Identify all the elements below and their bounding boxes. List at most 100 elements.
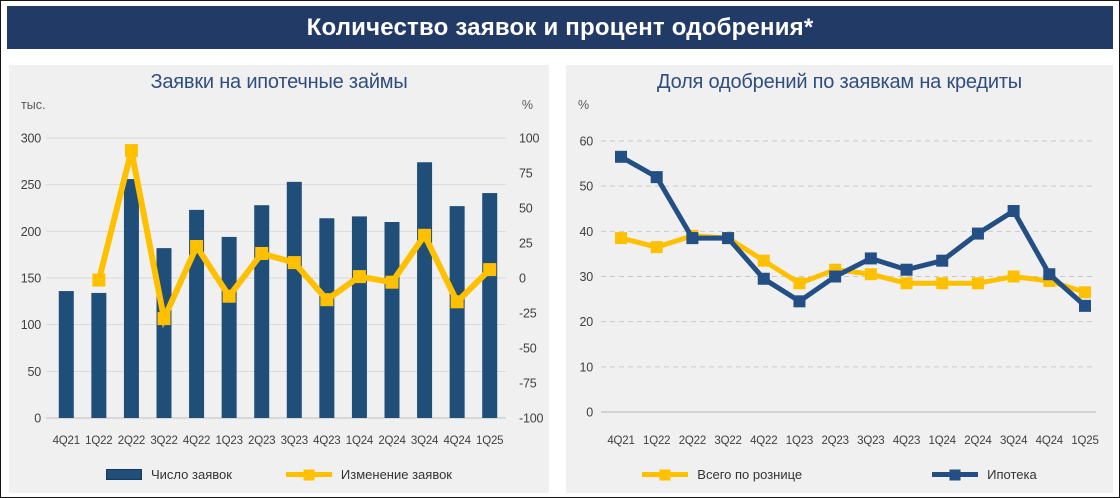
right-axis-unit-label: % (521, 98, 533, 112)
x-axis-label: 3Q23 (281, 435, 308, 447)
series-marker (971, 227, 984, 240)
change-marker (157, 312, 171, 326)
x-axis-label: 4Q21 (53, 435, 80, 447)
series-marker (722, 232, 735, 245)
legend-item-applications-change: Изменение заявок (285, 467, 452, 482)
series-marker (864, 252, 877, 265)
x-axis-label: 3Q24 (1000, 435, 1028, 447)
y-axis-tick-label: 20 (579, 315, 593, 329)
series-marker (829, 270, 842, 283)
right-axis-tick-labels: -100 -75 -50 -25 0 25 50 75 100 (519, 132, 544, 426)
x-axis-label: 2Q24 (964, 435, 992, 447)
legend-item-applications-count: Число заявок (106, 467, 232, 482)
series-marker (650, 171, 663, 184)
x-axis-labels: 4Q21 1Q22 2Q22 3Q22 4Q22 1Q23 2Q23 3Q23 4Q23 1Q24… (53, 435, 504, 447)
change-marker (124, 144, 138, 158)
series-marker (615, 150, 627, 163)
x-axis-label: 4Q23 (893, 435, 920, 447)
x-axis-label: 2Q24 (378, 435, 406, 447)
left-axis-tick-label: 300 (21, 132, 42, 146)
change-marker (418, 228, 432, 242)
bar (58, 291, 74, 418)
left-axis-tick-labels: 0 50 100 150 200 250 300 (21, 132, 42, 426)
legend-label-retail-total: Всего по рознице (697, 467, 803, 482)
approval-share-chart-panel: Доля одобрений по заявкам на кредиты % 0… (566, 65, 1113, 493)
x-axis-label: 1Q22 (85, 435, 112, 447)
left-axis-tick-label: 100 (21, 318, 42, 332)
line-path (620, 233, 1086, 295)
series-marker (686, 232, 699, 245)
bar (449, 206, 465, 418)
right-axis-tick-label: 25 (519, 237, 533, 251)
right-chart-canvas: 0 10 20 30 40 50 60 4Q21 1Q22 2Q22 3Q22 4Q22 1Q23 2Q2… (579, 135, 1099, 448)
series-marker (971, 277, 984, 290)
left-axis-unit-label: тыс. (21, 98, 46, 112)
series-marker (936, 277, 949, 290)
x-axis-label: 1Q24 (929, 435, 957, 447)
left-chart-legend: Число заявок Изменение заявок (9, 467, 549, 482)
bar-swatch-icon (106, 469, 142, 480)
y-axis-tick-label: 0 (586, 406, 593, 420)
y-axis-tick-label: 40 (579, 225, 593, 239)
left-chart-canvas: 0 50 100 150 200 250 300 -100 -75 -50 -25 0 25 50 75 10… (21, 132, 544, 448)
right-axis-tick-label: 75 (519, 167, 533, 181)
bar (91, 292, 107, 418)
left-chart-gridlines (46, 137, 506, 419)
right-axis-tick-label: 100 (519, 132, 540, 146)
left-axis-tick-label: 0 (34, 412, 41, 426)
right-axis-tick-label: 50 (519, 202, 533, 216)
mortgage-line (615, 150, 1091, 312)
legend-label-applications-count: Число заявок (151, 467, 232, 482)
applications-change-line (92, 144, 497, 329)
left-axis-tick-label: 250 (21, 178, 42, 192)
left-axis-tick-label: 50 (27, 365, 41, 379)
change-marker (92, 273, 106, 287)
series-marker (900, 263, 913, 276)
x-axis-label: 1Q25 (476, 435, 503, 447)
series-marker (793, 295, 806, 308)
series-marker (1007, 270, 1020, 283)
change-marker (255, 247, 269, 260)
left-axis-tick-label: 150 (21, 272, 42, 286)
y-axis-tick-label: 10 (579, 360, 593, 374)
series-marker (1043, 268, 1056, 281)
series-marker (757, 254, 770, 267)
x-axis-label: 2Q22 (118, 435, 145, 447)
right-axis-tick-label: -25 (519, 307, 537, 321)
navy-line-swatch-icon (932, 472, 979, 477)
right-chart-title: Доля одобрений по заявкам на кредиты (657, 71, 1022, 93)
legend-label-applications-change: Изменение заявок (340, 467, 452, 482)
x-axis-labels: 4Q21 1Q22 2Q22 3Q22 4Q22 1Q23 2Q23 3Q23 4Q23 1Q24… (607, 435, 1099, 447)
change-marker (287, 256, 301, 270)
right-axis-tick-label: -100 (519, 412, 543, 426)
y-axis-tick-label: 50 (579, 180, 593, 194)
x-axis-label: 1Q23 (215, 435, 242, 447)
bar (254, 205, 270, 418)
series-marker (793, 277, 806, 290)
bar (319, 218, 335, 418)
x-axis-label: 4Q22 (750, 435, 777, 447)
report-title: Количество заявок и процент одобрения* (306, 13, 814, 41)
applications-count-bars (58, 162, 498, 418)
x-axis-label: 3Q22 (714, 435, 741, 447)
bar (482, 193, 498, 418)
bar (221, 236, 237, 418)
x-axis-label: 2Q23 (821, 435, 848, 447)
y-axis-unit-label: % (578, 98, 590, 112)
change-marker (190, 240, 204, 253)
bar (156, 248, 172, 418)
change-marker (483, 263, 497, 277)
legend-label-mortgage: Ипотека (987, 467, 1037, 482)
bar (351, 216, 367, 418)
right-chart-legend: Всего по рознице Ипотека (566, 467, 1113, 482)
series-marker (1007, 205, 1020, 218)
legend-item-retail-total: Всего по рознице (642, 467, 802, 482)
bar (123, 179, 139, 418)
left-chart-title: Заявки на ипотечные займы (150, 71, 408, 93)
series-marker (1079, 299, 1091, 312)
y-axis-tick-label: 60 (579, 135, 593, 149)
change-marker (385, 275, 399, 289)
x-axis-label: 2Q22 (679, 435, 706, 447)
series-marker (650, 241, 663, 254)
x-axis-label: 4Q22 (183, 435, 210, 447)
